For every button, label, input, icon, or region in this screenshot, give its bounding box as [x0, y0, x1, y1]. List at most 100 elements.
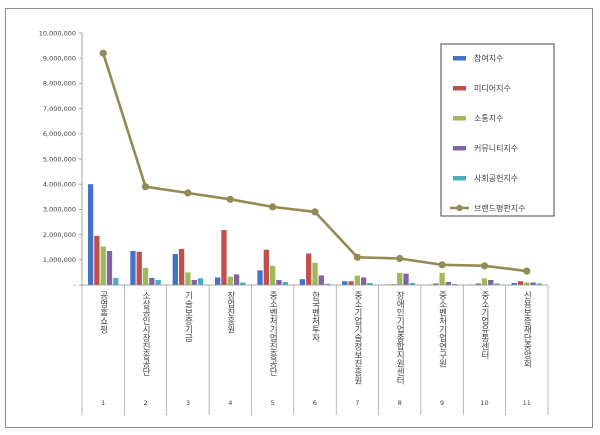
- bar: [172, 254, 178, 285]
- bar: [488, 279, 494, 285]
- line-point: [438, 261, 446, 269]
- x-axis: 공영홈쇼핑 1 소상공인시장진흥공단 2 기술보증기금 3 창업진흥원 4 중소벤처기업진흥공단…: [81, 284, 549, 415]
- legend-swatch: [453, 56, 466, 61]
- bar: [475, 283, 481, 285]
- bar: [433, 283, 439, 285]
- y-tick-label: 8,000,000: [43, 80, 76, 88]
- bar: [130, 250, 136, 285]
- category-index: 7: [355, 399, 359, 407]
- y-tick-label: 2,000,000: [43, 231, 76, 239]
- bar: [511, 282, 517, 285]
- bar: [197, 278, 204, 285]
- category-label: 한국벤처투자: [310, 291, 320, 343]
- legend-label: 참여지수: [474, 53, 503, 63]
- bar: [106, 250, 113, 285]
- legend-swatch: [453, 116, 466, 121]
- bar: [530, 282, 536, 285]
- category-label: 중소기업유통센터: [479, 291, 489, 360]
- category-index: 10: [480, 399, 488, 407]
- bar: [312, 262, 318, 285]
- category-label: 기술보증기금: [183, 291, 193, 342]
- bar: [452, 283, 458, 285]
- line-point: [480, 262, 489, 270]
- bar: [155, 279, 161, 285]
- category-index: 1: [101, 399, 105, 407]
- y-tick-label: 9,000,000: [43, 55, 76, 63]
- line-point: [184, 189, 192, 197]
- bar: [494, 283, 500, 285]
- category-label: 신용보증재단중앙회: [522, 291, 532, 368]
- bar: [100, 246, 106, 285]
- bar: [276, 279, 282, 285]
- y-tick-label: 5,000,000: [43, 155, 76, 163]
- legend-swatch: [453, 86, 466, 91]
- line-point: [353, 253, 361, 261]
- line-point: [396, 254, 404, 263]
- bar: [191, 279, 197, 285]
- bar: [367, 282, 373, 285]
- bar: [221, 230, 227, 285]
- y-tick-label: -: [74, 281, 77, 289]
- bar: [361, 277, 367, 285]
- bar: [481, 278, 488, 285]
- bar: [409, 282, 415, 285]
- legend-label: 사회공헌지수: [474, 174, 518, 183]
- bar: [233, 274, 240, 285]
- bar: [354, 275, 361, 285]
- bar: [324, 283, 331, 285]
- bar: [524, 282, 530, 285]
- category-index: 3: [186, 399, 190, 407]
- category-label: 중소벤처기업연구원: [437, 291, 447, 368]
- y-tick-label: 4,000,000: [43, 181, 76, 189]
- line-point: [226, 195, 234, 203]
- bars: [87, 184, 543, 285]
- line-series: [99, 49, 531, 275]
- y-tick-label: 6,000,000: [43, 130, 76, 138]
- bar: [282, 281, 288, 285]
- bar: [185, 272, 191, 285]
- bar: [142, 267, 149, 285]
- line-point: [523, 267, 531, 275]
- bar: [397, 272, 403, 285]
- legend-swatch-marker: [456, 204, 463, 212]
- bar: [445, 281, 452, 285]
- bar: [306, 253, 312, 285]
- bar: [342, 281, 348, 285]
- bar: [227, 276, 233, 285]
- y-tick-label: 7,000,000: [43, 105, 76, 113]
- line-point: [311, 208, 319, 216]
- category-index: 11: [523, 399, 531, 407]
- legend-box: [440, 43, 555, 217]
- bar: [299, 279, 306, 285]
- category-label: 중소벤처기업진흥공단: [268, 291, 278, 376]
- category-index: 9: [440, 399, 444, 407]
- category-index: 4: [228, 399, 232, 407]
- category-label: 장애인기업종합지원센터: [395, 290, 405, 385]
- category-index: 5: [271, 399, 275, 407]
- category-label: 소상공인시장진흥공단: [141, 291, 151, 376]
- bar: [348, 281, 354, 285]
- bar: [269, 265, 276, 285]
- bar: [149, 277, 155, 285]
- legend-label: 소통지수: [474, 114, 503, 123]
- legend-swatch: [453, 176, 466, 181]
- category-index: 8: [398, 399, 402, 407]
- bar: [257, 270, 263, 285]
- legend-label: 브랜드평판지수: [474, 203, 526, 213]
- y-tick-label: 3,000,000: [43, 206, 76, 214]
- legend-swatch: [453, 146, 466, 151]
- line-point: [269, 203, 277, 211]
- category-label: 창업진흥원: [225, 291, 235, 334]
- bar: [536, 283, 543, 285]
- bar: [113, 277, 119, 285]
- bar: [178, 248, 185, 285]
- bar: [215, 277, 221, 285]
- line-point: [99, 49, 107, 57]
- bar: [517, 281, 524, 285]
- bar: [263, 249, 269, 285]
- category-label: 중소기업기술정보진흥원: [352, 291, 362, 385]
- bar: [318, 275, 324, 285]
- category-label: 공영홈쇼핑: [98, 291, 108, 334]
